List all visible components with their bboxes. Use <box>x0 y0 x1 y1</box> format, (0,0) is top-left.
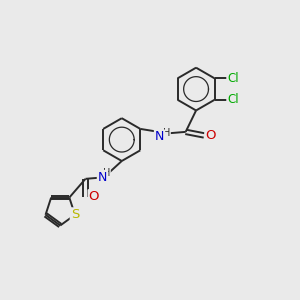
Text: O: O <box>206 129 216 142</box>
Text: O: O <box>88 190 99 203</box>
Text: Cl: Cl <box>227 93 239 106</box>
Text: H: H <box>163 128 170 138</box>
Text: N: N <box>98 171 107 184</box>
Text: S: S <box>71 208 79 221</box>
Text: Cl: Cl <box>227 72 239 85</box>
Text: N: N <box>155 130 164 143</box>
Text: H: H <box>103 168 110 178</box>
